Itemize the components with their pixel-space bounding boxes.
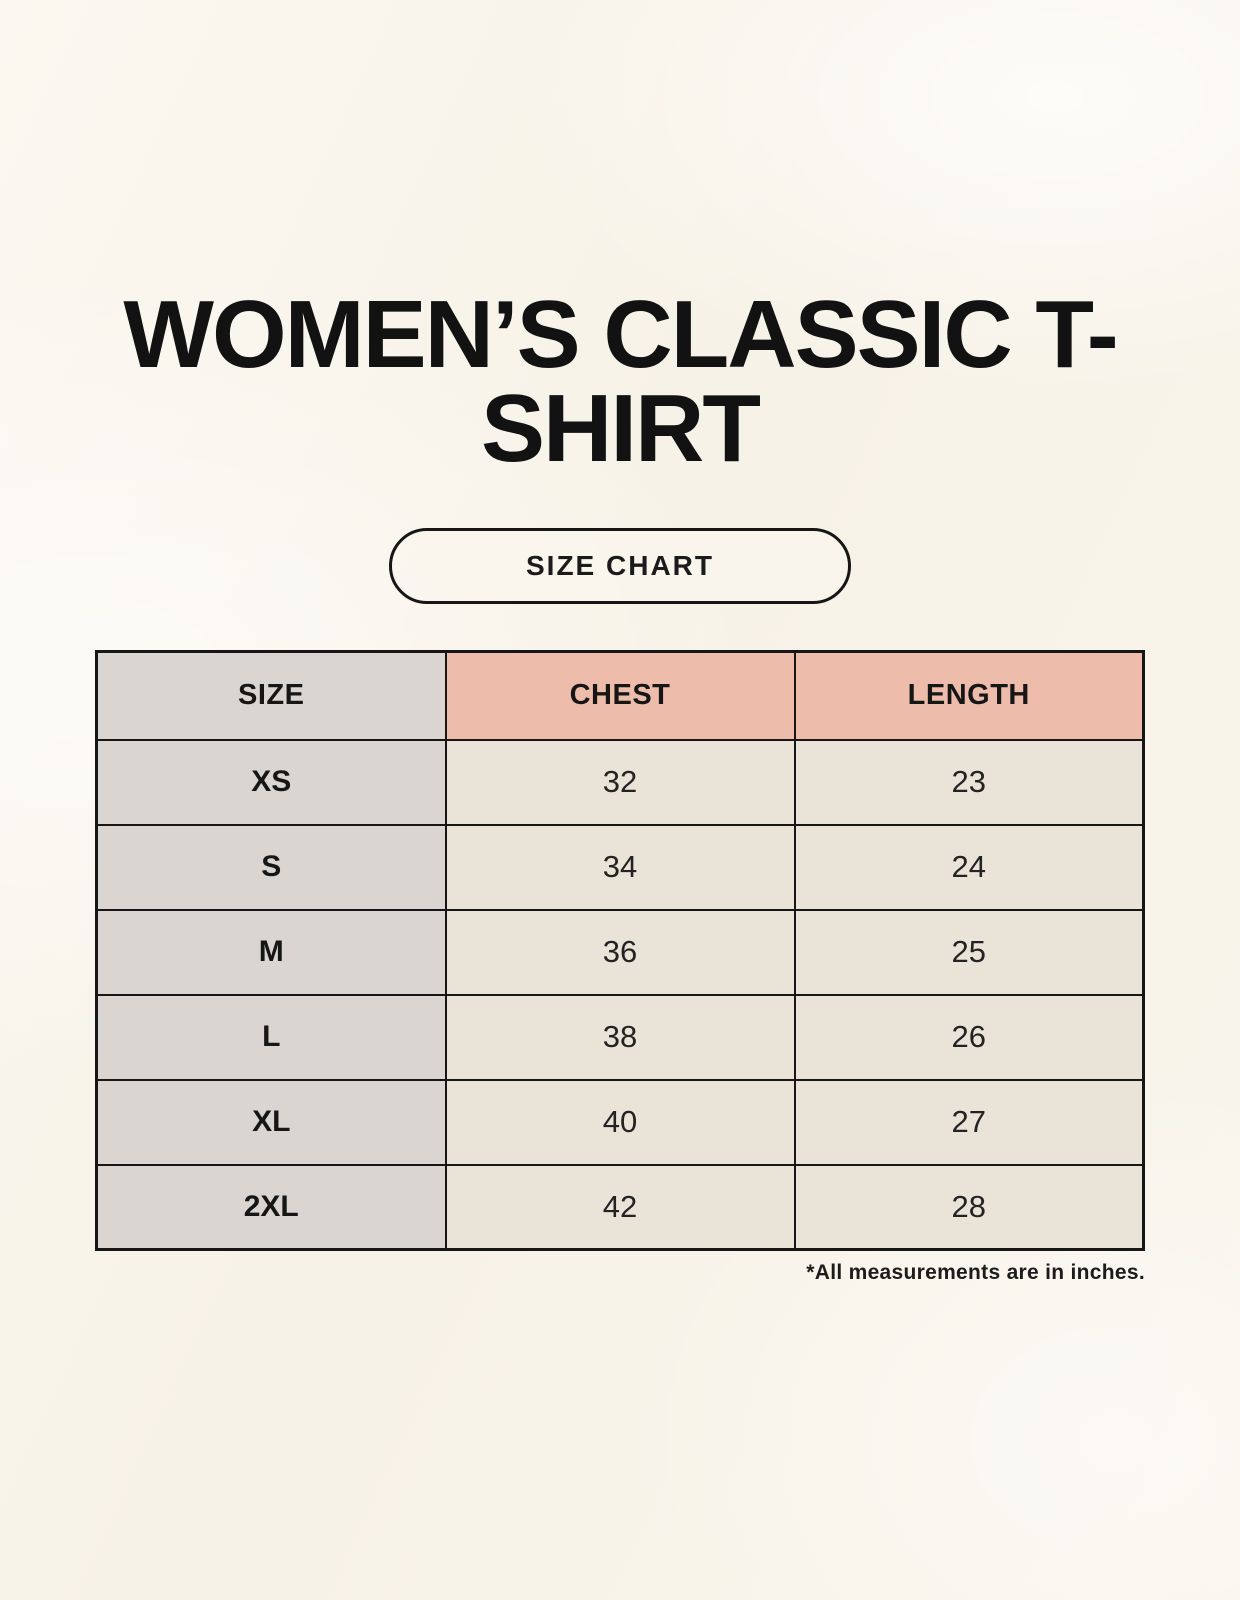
- chest-value-xs: 32: [444, 738, 796, 826]
- length-value-xl: 27: [793, 1078, 1145, 1166]
- table-row: M 36 25: [95, 908, 1145, 996]
- length-value-xs: 23: [793, 738, 1145, 826]
- chest-value-2xl: 42: [444, 1163, 796, 1251]
- length-value-l: 26: [793, 993, 1145, 1081]
- table-header-row: SIZE CHEST LENGTH: [95, 650, 1145, 741]
- chest-value-l: 38: [444, 993, 796, 1081]
- size-label-m: M: [95, 908, 447, 996]
- size-label-xs: XS: [95, 738, 447, 826]
- size-chart-table: SIZE CHEST LENGTH XS 32 23 S 34 24 M: [95, 650, 1145, 1252]
- column-header-chest: CHEST: [444, 650, 796, 741]
- table-row: XS 32 23: [95, 738, 1145, 826]
- table-row: S 34 24: [95, 823, 1145, 911]
- chest-value-s: 34: [444, 823, 796, 911]
- length-value-m: 25: [793, 908, 1145, 996]
- size-label-s: S: [95, 823, 447, 911]
- length-value-s: 24: [793, 823, 1145, 911]
- table-row: XL 40 27: [95, 1078, 1145, 1166]
- size-chart-badge-label: SIZE CHART: [526, 550, 714, 582]
- page-title: WOMEN’S CLASSIC T-SHIRT: [123, 281, 1118, 483]
- column-header-length: LENGTH: [793, 650, 1145, 741]
- chest-value-m: 36: [444, 908, 796, 996]
- table-row: L 38 26: [95, 993, 1145, 1081]
- chest-value-xl: 40: [444, 1078, 796, 1166]
- column-header-size: SIZE: [95, 650, 447, 741]
- size-chart-badge[interactable]: SIZE CHART: [389, 528, 851, 605]
- length-value-2xl: 28: [793, 1163, 1145, 1251]
- size-chart-table-container: SIZE CHEST LENGTH XS 32 23 S 34 24 M: [95, 650, 1145, 1285]
- size-label-2xl: 2XL: [95, 1163, 447, 1251]
- table-row: 2XL 42 28: [95, 1163, 1145, 1251]
- size-label-l: L: [95, 993, 447, 1081]
- size-label-xl: XL: [95, 1078, 447, 1166]
- measurements-footnote: *All measurements are in inches.: [806, 1261, 1145, 1285]
